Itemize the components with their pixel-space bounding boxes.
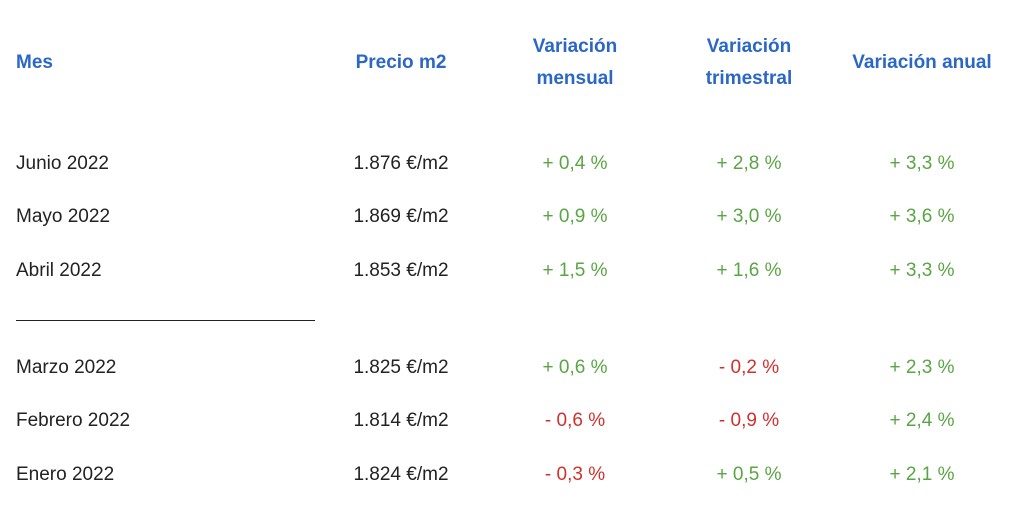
- variation-cell: - 0,2 %: [718, 357, 780, 378]
- variation-cell: + 3,3 %: [889, 153, 955, 174]
- column-header: Precio m2: [355, 52, 447, 73]
- price-cell: 1.824 €/m2: [353, 464, 449, 485]
- variation-cell: + 2,1 %: [889, 464, 955, 485]
- variation-cell: + 0,9 %: [542, 206, 608, 227]
- variation-cell: + 1,5 %: [542, 260, 608, 281]
- month-cell: Mayo 2022: [16, 206, 111, 227]
- month-cell: Enero 2022: [16, 464, 115, 485]
- group-separator: [16, 320, 315, 321]
- price-cell: 1.825 €/m2: [353, 357, 449, 378]
- variation-cell: + 3,3 %: [889, 260, 955, 281]
- price-cell: 1.869 €/m2: [353, 206, 449, 227]
- variation-cell: - 0,9 %: [718, 410, 780, 431]
- variation-cell: + 0,6 %: [542, 357, 608, 378]
- variation-cell: + 2,8 %: [716, 153, 782, 174]
- variation-cell: - 0,6 %: [544, 410, 606, 431]
- column-header: Variación anual: [852, 52, 992, 73]
- column-header: Variación mensual: [532, 36, 618, 89]
- variation-cell: + 0,5 %: [716, 464, 782, 485]
- variation-cell: - 0,3 %: [544, 464, 606, 485]
- variation-cell: + 2,3 %: [889, 357, 955, 378]
- variation-cell: + 1,6 %: [716, 260, 782, 281]
- price-cell: 1.814 €/m2: [353, 410, 449, 431]
- month-cell: Abril 2022: [16, 260, 102, 281]
- column-header: Variación trimestral: [705, 36, 793, 89]
- price-cell: 1.876 €/m2: [353, 153, 449, 174]
- column-header: Mes: [16, 52, 53, 73]
- variation-cell: + 0,4 %: [542, 153, 608, 174]
- month-cell: Marzo 2022: [16, 357, 117, 378]
- variation-cell: + 3,0 %: [716, 206, 782, 227]
- month-cell: Febrero 2022: [16, 410, 131, 431]
- variation-cell: + 2,4 %: [889, 410, 955, 431]
- month-cell: Junio 2022: [16, 153, 109, 174]
- variation-cell: + 3,6 %: [889, 206, 955, 227]
- price-cell: 1.853 €/m2: [353, 260, 449, 281]
